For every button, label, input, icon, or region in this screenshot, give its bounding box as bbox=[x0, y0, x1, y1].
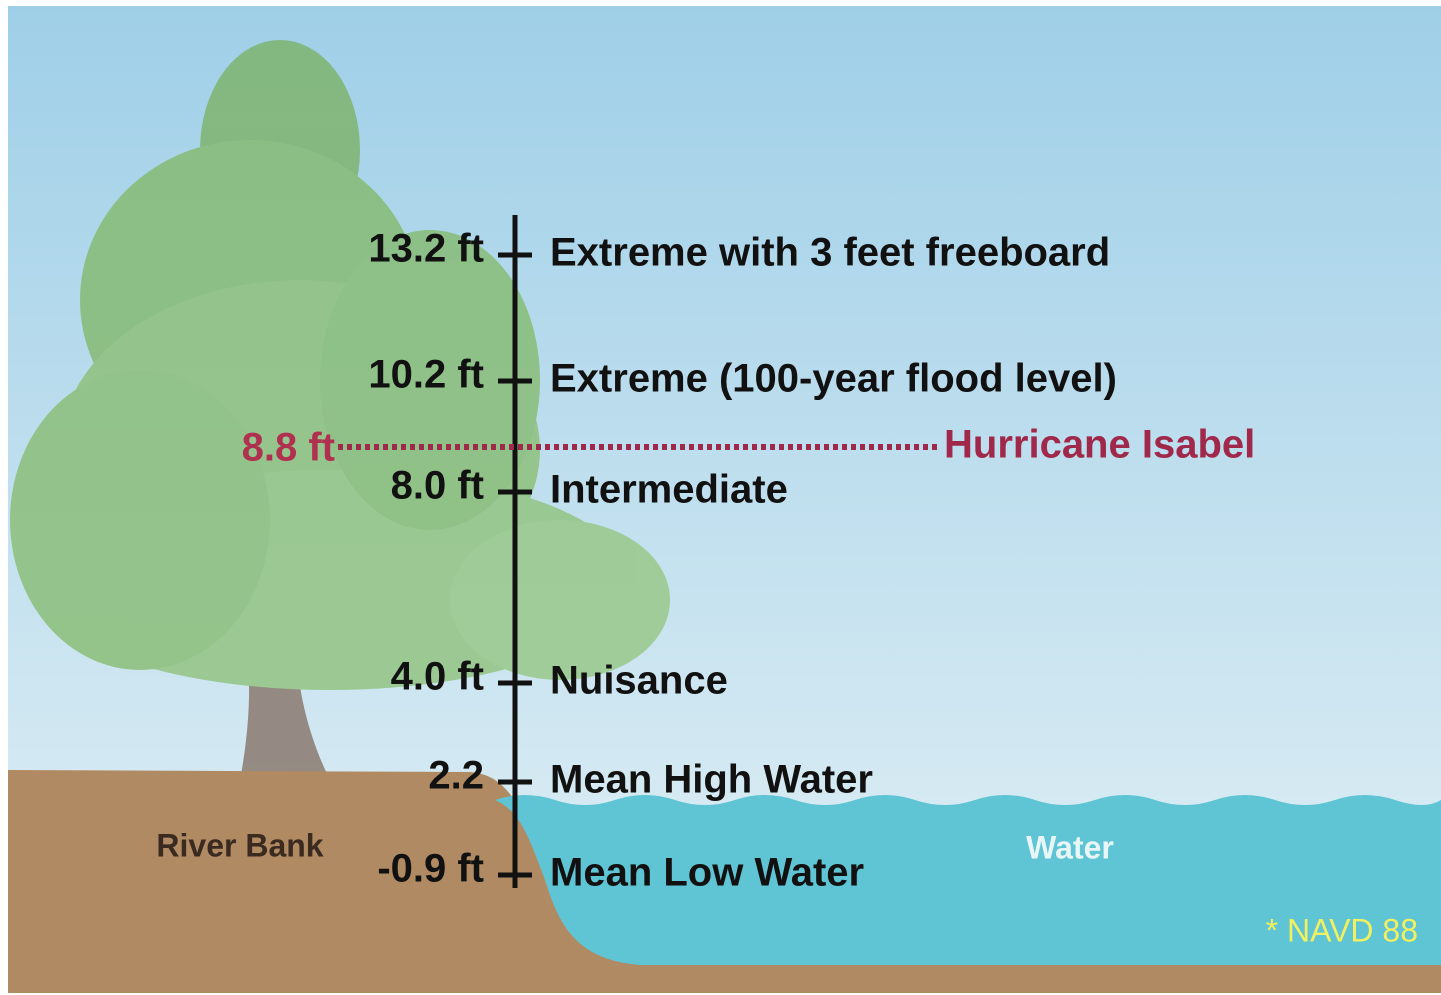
diagram: 13.2 ft Extreme with 3 feet freeboard 10.2… bbox=[0, 0, 1441, 995]
level-value: 8.0 ft bbox=[391, 464, 484, 508]
level-name: Nuisance bbox=[550, 659, 728, 703]
level-value: 4.0 ft bbox=[391, 655, 484, 699]
level-name: Mean Low Water bbox=[550, 851, 864, 895]
level-name: Mean High Water bbox=[550, 758, 873, 802]
level-value: 10.2 ft bbox=[368, 353, 484, 397]
level-name: Extreme with 3 feet freeboard bbox=[550, 231, 1110, 275]
hurricane-level: 8.8 ft bbox=[242, 426, 335, 470]
footnote: * NAVD 88 bbox=[1266, 912, 1418, 948]
level-value: -0.9 ft bbox=[377, 847, 484, 891]
level-value: 13.2 ft bbox=[368, 227, 484, 271]
level-name: Intermediate bbox=[550, 468, 788, 512]
river-bank-label: River Bank bbox=[156, 827, 323, 863]
level-name: Extreme (100-year flood level) bbox=[550, 357, 1117, 401]
hurricane-name: Hurricane Isabel bbox=[944, 423, 1255, 467]
water-label: Water bbox=[1026, 829, 1114, 865]
level-value: 2.2 bbox=[428, 754, 484, 798]
